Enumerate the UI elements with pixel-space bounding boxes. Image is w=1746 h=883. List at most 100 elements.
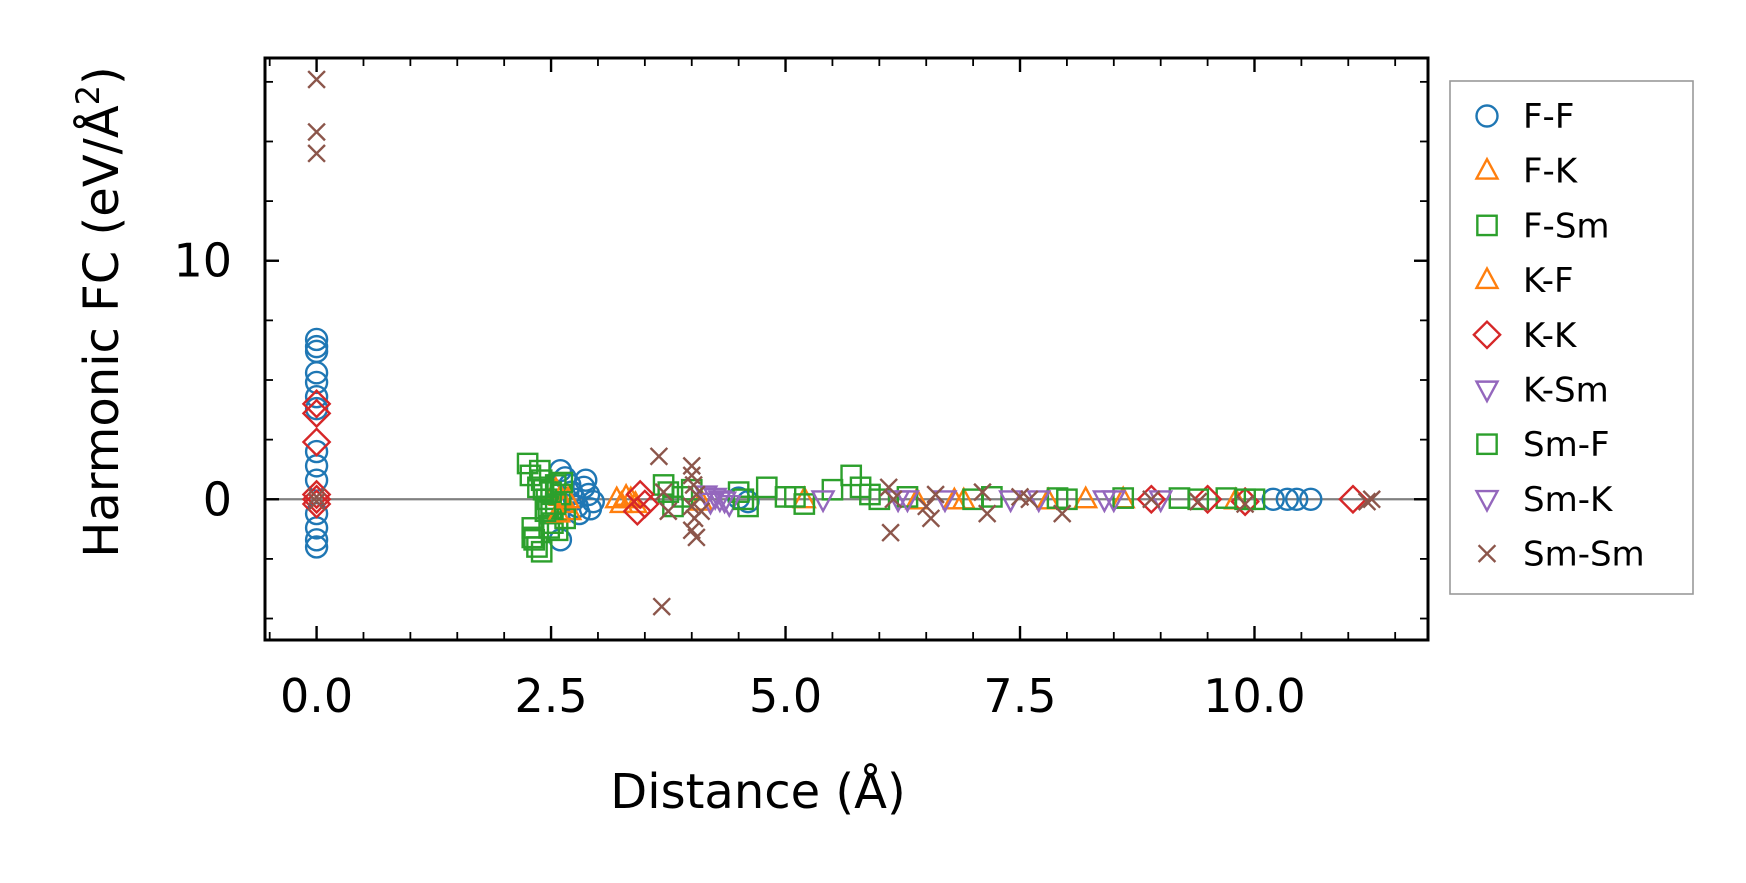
legend-entry: K-F xyxy=(1474,261,1574,301)
data-point xyxy=(1284,487,1309,511)
x-stroke xyxy=(1188,492,1208,511)
x-stroke xyxy=(973,482,992,502)
data-point xyxy=(307,144,326,163)
data-point xyxy=(926,485,945,504)
legend-label: K-F xyxy=(1523,261,1574,301)
data-point xyxy=(576,482,601,507)
data-point xyxy=(1261,487,1285,511)
x-stroke xyxy=(1362,490,1381,509)
legend-marker xyxy=(1474,489,1500,513)
data-point xyxy=(307,122,326,142)
data-point xyxy=(1026,490,1052,514)
x-stroke xyxy=(307,487,326,507)
data-point xyxy=(622,496,653,527)
data-point xyxy=(941,486,967,510)
x-stroke xyxy=(682,521,701,540)
data-point xyxy=(527,476,549,499)
x-tick-label: 2.5 xyxy=(514,669,587,723)
y-axis-title: Harmonic FC (eV/Å2) xyxy=(69,66,130,558)
legend-label: F-F xyxy=(1523,97,1574,137)
data-point xyxy=(307,487,326,507)
data-point xyxy=(1362,490,1381,509)
x-stroke xyxy=(649,447,669,466)
legend-entry: K-Sm xyxy=(1474,371,1609,411)
data-point xyxy=(659,501,678,521)
data-point xyxy=(691,501,711,521)
series-sm-f xyxy=(519,464,1256,523)
x-tick-label: 7.5 xyxy=(983,669,1056,723)
data-point xyxy=(523,528,546,551)
x-stroke xyxy=(307,144,326,163)
data-point xyxy=(702,487,728,511)
x-stroke xyxy=(921,509,941,528)
data-point xyxy=(904,486,930,510)
data-point xyxy=(625,479,655,510)
data-point xyxy=(896,486,919,508)
x-stroke xyxy=(1052,504,1072,523)
data-point xyxy=(304,370,329,395)
data-point xyxy=(1235,494,1255,514)
data-point xyxy=(555,485,581,509)
y-tick-label: 10 xyxy=(173,234,232,288)
data-point xyxy=(618,485,644,509)
data-point xyxy=(868,488,891,511)
data-point xyxy=(884,490,903,509)
data-point xyxy=(304,361,329,385)
x-stroke xyxy=(881,523,900,542)
legend-entry: F-F xyxy=(1475,97,1574,137)
data-point xyxy=(671,486,694,508)
data-point xyxy=(304,516,329,540)
data-point xyxy=(881,523,900,542)
x-stroke xyxy=(307,122,326,142)
data-point xyxy=(578,497,603,521)
x-stroke xyxy=(654,482,673,502)
x-stroke xyxy=(307,492,326,511)
data-point xyxy=(1192,484,1223,515)
legend-marker xyxy=(1475,104,1499,128)
data-point xyxy=(304,528,329,552)
legend-marker xyxy=(1476,433,1498,456)
data-point xyxy=(687,528,706,547)
x-stroke xyxy=(1020,490,1039,509)
data-point xyxy=(712,491,738,515)
data-point xyxy=(1357,492,1377,511)
data-point xyxy=(304,439,329,464)
data-point xyxy=(551,471,574,494)
legend-entry: Sm-Sm xyxy=(1477,535,1645,575)
data-point xyxy=(1187,488,1210,511)
x-stroke xyxy=(1142,490,1161,509)
axes: 0.0 2.5 5.0 7.5 10.0 0 10 xyxy=(173,56,1430,723)
legend-entry: F-Sm xyxy=(1476,206,1610,246)
data-point xyxy=(737,495,759,518)
data-point xyxy=(519,464,542,487)
data-point xyxy=(916,497,936,516)
legend-label: Sm-F xyxy=(1523,425,1610,465)
legend: F-F F-K F-Sm K-F K-K K-Sm Sm-F Sm-K Sm-Sm xyxy=(1449,80,1694,595)
data-point xyxy=(1073,485,1099,509)
data-point xyxy=(962,488,984,511)
legend-label: F-K xyxy=(1523,152,1579,192)
data-point xyxy=(567,501,591,526)
data-point xyxy=(732,488,755,511)
x-stroke xyxy=(1235,494,1255,514)
legend-marker xyxy=(1477,544,1497,563)
data-point xyxy=(682,497,701,516)
x-tick-label: 5.0 xyxy=(749,669,822,723)
legend-label: Sm-K xyxy=(1523,480,1614,520)
legend-marker xyxy=(1472,319,1502,350)
legend-label: K-K xyxy=(1523,316,1578,356)
legend-marker xyxy=(1474,266,1500,290)
data-point xyxy=(304,385,329,409)
x-stroke xyxy=(691,501,711,521)
legend-label: Sm-Sm xyxy=(1523,535,1645,575)
data-point xyxy=(1275,487,1300,511)
data-point xyxy=(821,478,844,501)
plot-area xyxy=(265,70,1428,616)
x-stroke xyxy=(682,466,701,485)
y-axis-title-close: ) xyxy=(74,66,130,85)
data-point xyxy=(546,499,572,523)
x-stroke xyxy=(682,497,701,516)
data-point xyxy=(654,482,673,502)
data-point xyxy=(784,486,806,508)
